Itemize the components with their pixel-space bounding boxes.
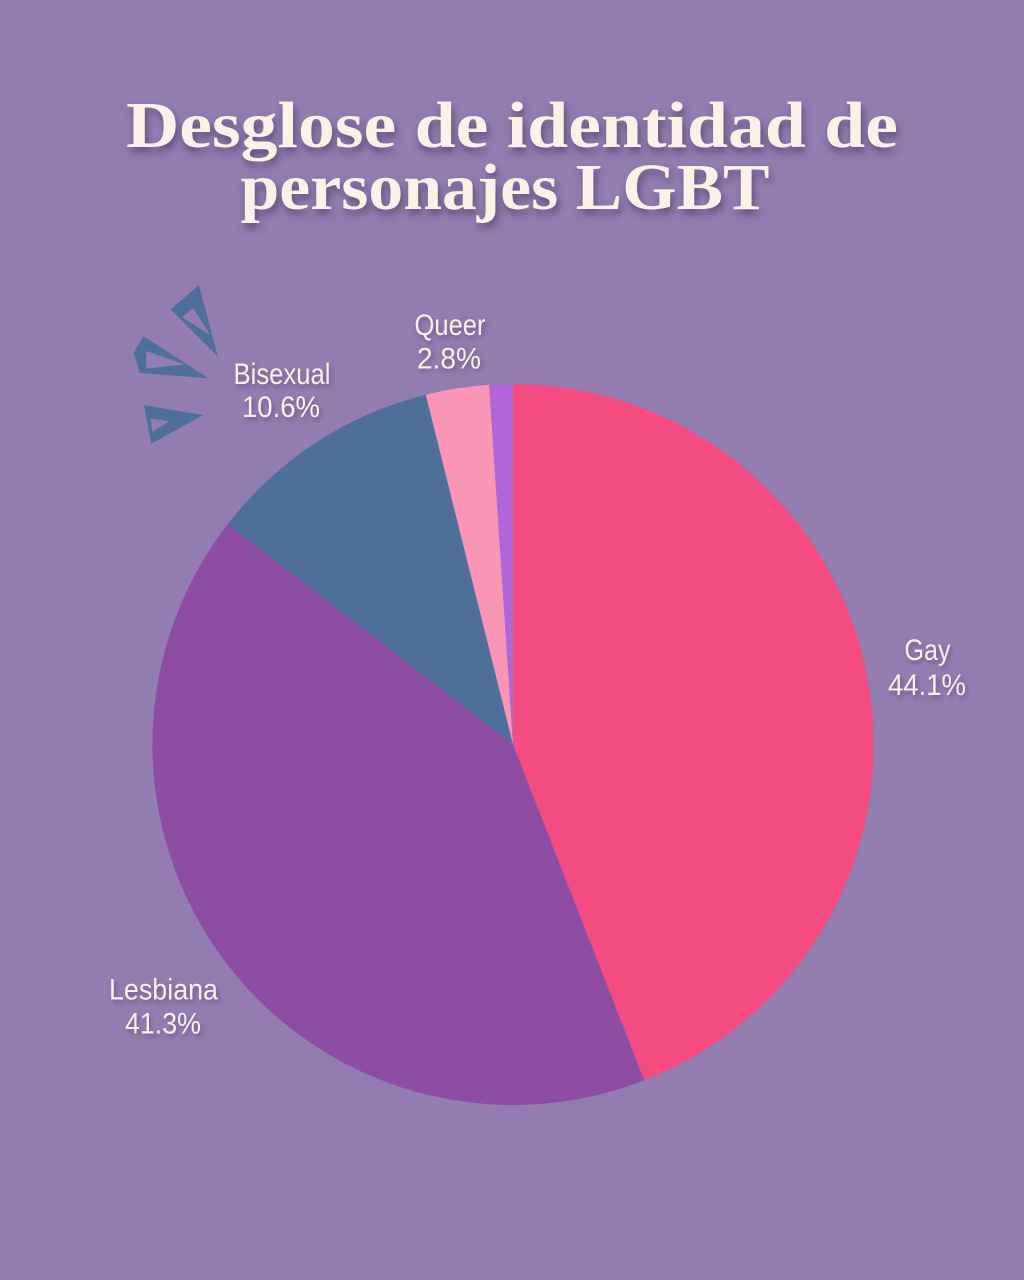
svg-text:41.3%: 41.3% (125, 1008, 201, 1041)
svg-text:Desglose de identidad de: Desglose de identidad de (126, 89, 898, 162)
svg-text:Queer: Queer (415, 309, 486, 342)
svg-text:personajes LGBT: personajes LGBT (241, 151, 770, 224)
svg-text:Bisexual: Bisexual (234, 358, 331, 391)
svg-text:Lesbiana: Lesbiana (109, 974, 218, 1007)
svg-text:10.6%: 10.6% (242, 391, 320, 424)
svg-text:Gay: Gay (905, 634, 951, 667)
svg-text:2.8%: 2.8% (417, 343, 481, 376)
svg-text:44.1%: 44.1% (888, 669, 966, 702)
